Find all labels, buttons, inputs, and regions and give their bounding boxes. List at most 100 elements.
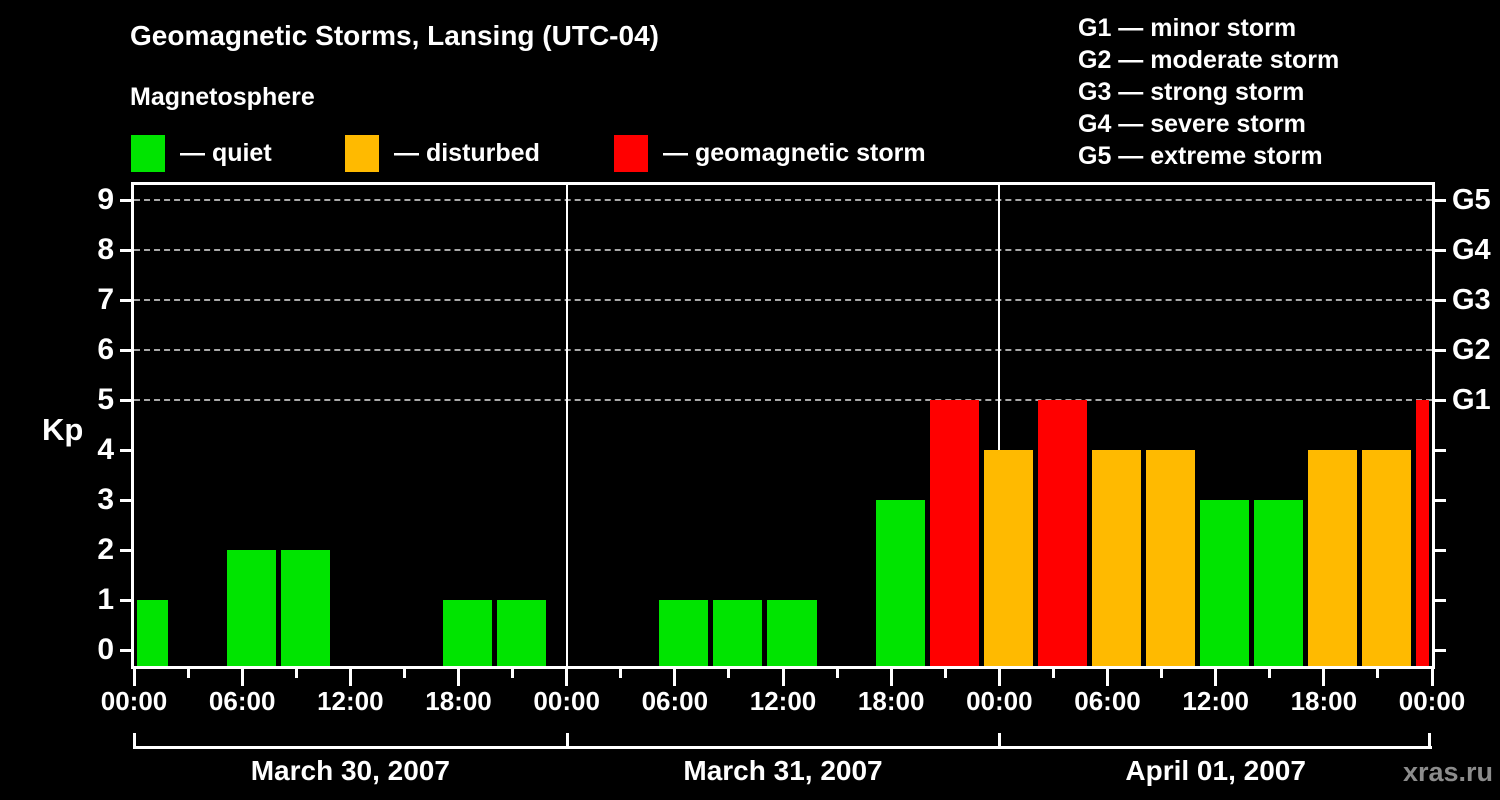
g-axis-label-g1: G1	[1452, 384, 1491, 416]
legend-label-storm: — geomagnetic storm	[663, 138, 926, 167]
x-tick-major	[889, 669, 893, 686]
kp-bar	[1091, 450, 1142, 666]
y-tick-left	[120, 248, 131, 252]
x-tick-minor	[835, 669, 839, 678]
x-tick-major	[1322, 669, 1326, 686]
kp-bar	[136, 600, 168, 666]
y-tick-right	[1435, 248, 1446, 252]
chart-title: Geomagnetic Storms, Lansing (UTC-04)	[130, 20, 659, 51]
y-tick-right	[1435, 298, 1446, 302]
y-tick-right	[1435, 598, 1446, 602]
y-tick-label: 1	[97, 583, 114, 616]
x-tick-major	[457, 669, 460, 686]
gridline-kp6	[134, 349, 1432, 351]
y-tick-right	[1435, 448, 1446, 452]
x-tick-major	[132, 669, 136, 686]
kp-bar	[659, 600, 709, 666]
y-tick-right	[1435, 398, 1446, 402]
x-tick-major	[781, 669, 785, 686]
x-tick-major	[565, 669, 569, 686]
y-tick-right	[1435, 198, 1446, 202]
x-tick-minor	[1051, 669, 1055, 678]
date-bracket	[134, 746, 1432, 749]
y-tick-label: 7	[97, 283, 114, 316]
kp-bar	[497, 600, 547, 666]
x-tick-label: 18:00	[425, 686, 492, 716]
kp-bar	[1254, 500, 1304, 666]
gridline-kp7	[134, 299, 1432, 301]
x-tick-minor	[1376, 669, 1380, 678]
y-tick-label: 2	[97, 533, 114, 566]
kp-bar-clipped	[1416, 400, 1430, 666]
quiet-color-swatch	[131, 134, 165, 172]
x-tick-label: 06:00	[1074, 686, 1141, 716]
gridline-kp8	[134, 249, 1432, 251]
x-tick-minor	[943, 669, 947, 678]
x-tick-major	[240, 669, 244, 686]
y-tick-right	[1435, 548, 1446, 552]
g-axis-label-g5: G5	[1452, 184, 1491, 216]
x-tick-label: 06:00	[641, 686, 709, 716]
x-tick-minor	[619, 669, 623, 678]
x-tick-label: 00:00	[1398, 686, 1466, 716]
y-tick-label: 8	[97, 233, 114, 266]
y-tick-left	[120, 298, 131, 302]
y-tick-left	[120, 598, 131, 602]
x-tick-major	[1430, 669, 1434, 686]
g5-legend-line: G5 — extreme storm	[1078, 142, 1323, 170]
x-tick-label: 06:00	[208, 686, 276, 716]
y-tick-label: 9	[97, 183, 114, 216]
x-tick-major	[997, 669, 1001, 686]
kp-bar	[929, 400, 979, 666]
kp-bar	[875, 500, 925, 666]
y-tick-left	[120, 498, 131, 502]
x-tick-major	[673, 669, 677, 686]
x-tick-label: 12:00	[749, 686, 817, 716]
x-tick-minor	[294, 669, 298, 678]
kp-bar	[1146, 450, 1196, 666]
date-bracket-tick	[998, 733, 1002, 749]
day-boundary-line	[565, 185, 568, 666]
y-tick-right	[1435, 648, 1446, 652]
kp-bar	[1200, 500, 1250, 666]
x-tick-minor	[511, 669, 515, 678]
day-boundary-line	[998, 185, 1001, 666]
date-label: March 30, 2007	[250, 755, 450, 786]
x-tick-minor	[402, 669, 406, 678]
y-tick-label: 6	[97, 333, 114, 366]
g1-legend-line: G1 — minor storm	[1078, 14, 1297, 42]
x-tick-minor	[1268, 669, 1272, 678]
watermark: xras.ru	[1402, 757, 1493, 787]
y-tick-label: 5	[97, 383, 114, 416]
kp-bar	[280, 550, 330, 666]
x-tick-label: 12:00	[1182, 686, 1249, 716]
legend-item-disturbed: — disturbed	[345, 134, 540, 172]
kp-bar	[1308, 450, 1358, 666]
x-tick-minor	[727, 669, 731, 678]
y-tick-right	[1435, 498, 1446, 502]
date-label: April 01, 2007	[1125, 755, 1306, 786]
x-tick-label: 18:00	[1290, 686, 1358, 716]
x-tick-label: 12:00	[317, 686, 384, 716]
kp-bar	[983, 450, 1033, 666]
storm-color-swatch	[614, 134, 648, 172]
plot-frame	[131, 182, 1435, 669]
date-label: March 31, 2007	[683, 755, 883, 786]
y-tick-left	[120, 348, 131, 352]
kp-bar	[226, 550, 276, 666]
g-axis-label-g2: G2	[1452, 334, 1491, 366]
kp-bar	[767, 600, 817, 666]
y-tick-left	[120, 648, 131, 652]
y-tick-left	[120, 548, 131, 552]
gridline-kp5	[134, 399, 1432, 401]
legend-label-disturbed: — disturbed	[394, 138, 540, 167]
x-tick-label: 18:00	[857, 686, 925, 716]
x-tick-major	[1214, 669, 1218, 686]
kp-bar	[442, 600, 493, 666]
legend-item-storm: — geomagnetic storm	[614, 134, 926, 172]
x-tick-minor	[186, 669, 190, 678]
chart-subtitle: Magnetosphere	[130, 83, 315, 111]
date-bracket-tick	[133, 733, 136, 749]
y-tick-label: 4	[97, 433, 114, 466]
